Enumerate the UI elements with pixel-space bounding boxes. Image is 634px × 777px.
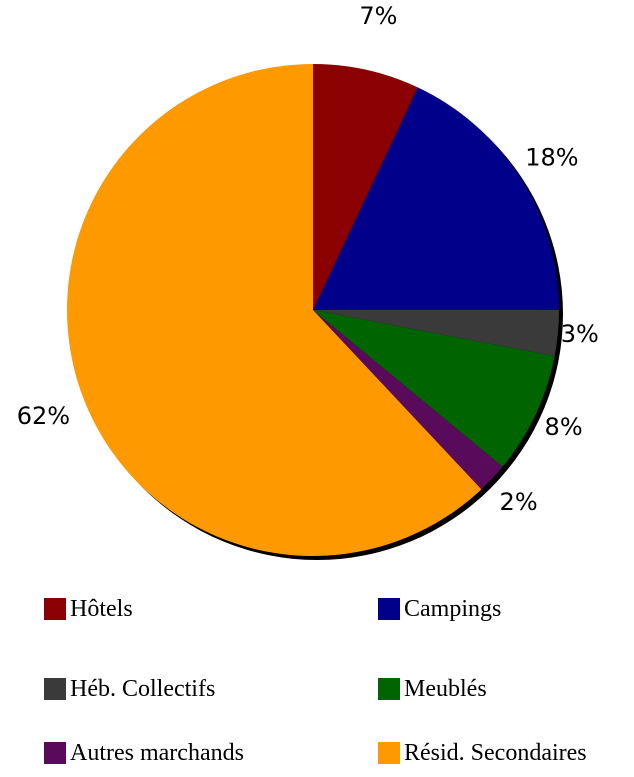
legend-item-heb-collectifs: Héb. Collectifs	[44, 674, 215, 704]
legend-label-meubles: Meublés	[404, 676, 487, 702]
legend-swatch-hotels	[44, 598, 66, 620]
pie-label-autres-marchands: 2%	[500, 488, 538, 516]
legend-item-autres-marchands: Autres marchands	[44, 738, 244, 768]
legend-item-meubles: Meublés	[378, 674, 487, 704]
legend-label-resid-secondaires: Résid. Secondaires	[404, 740, 587, 766]
legend-label-heb-collectifs: Héb. Collectifs	[70, 676, 216, 702]
legend-item-campings: Campings	[378, 594, 501, 624]
pie-slices	[67, 63, 559, 556]
legend-swatch-campings	[378, 598, 400, 620]
pie-label-hotels: 7%	[359, 2, 397, 30]
legend-item-hotels: Hôtels	[44, 594, 133, 624]
pie-slice-resid-secondaires	[67, 64, 482, 556]
pie-value-labels: 7% 18% 3% 8% 2% 62%	[17, 2, 599, 516]
pie-slice-campings	[313, 87, 559, 310]
legend-item-resid-secondaires: Résid. Secondaires	[378, 738, 587, 768]
pie-slice-meubles	[313, 310, 555, 467]
pie-slice-autres-marchands	[313, 310, 503, 490]
pie-label-resid-secondaires: 62%	[17, 402, 70, 430]
legend-label-campings: Campings	[404, 596, 502, 622]
pie-slice-heb-collectifs	[313, 310, 559, 357]
pie-label-campings: 18%	[525, 143, 578, 171]
legend-swatch-autres-marchands	[44, 742, 66, 764]
legend-swatch-resid-secondaires	[378, 742, 400, 764]
pie-label-meubles: 8%	[545, 413, 583, 441]
legend-swatch-heb-collectifs	[44, 678, 66, 700]
pie-label-heb-collectifs: 3%	[561, 320, 599, 348]
pie-slice-hotels	[313, 63, 418, 310]
legend-label-hotels: Hôtels	[70, 596, 133, 622]
legend-label-autres-marchands: Autres marchands	[70, 740, 244, 766]
legend-swatch-meubles	[378, 678, 400, 700]
